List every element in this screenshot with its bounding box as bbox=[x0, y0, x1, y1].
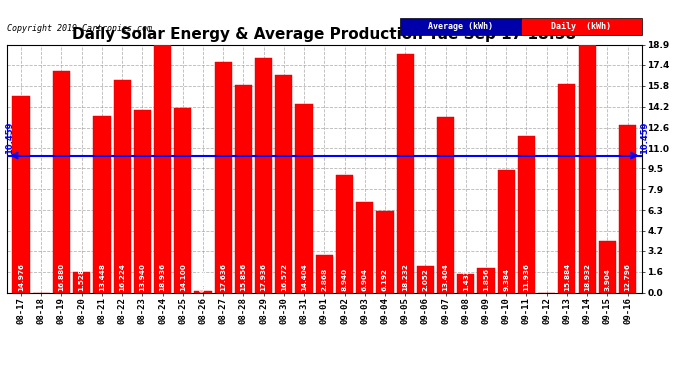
Text: 1.432: 1.432 bbox=[463, 268, 469, 291]
Title: Daily Solar Energy & Average Production Tue Sep 17 18:58: Daily Solar Energy & Average Production … bbox=[72, 27, 576, 42]
Text: 13.404: 13.404 bbox=[442, 264, 448, 291]
Bar bbox=[619, 125, 636, 292]
Text: Daily  (kWh): Daily (kWh) bbox=[551, 22, 611, 31]
Bar bbox=[518, 136, 535, 292]
Text: 0.152: 0.152 bbox=[200, 269, 206, 292]
Bar bbox=[134, 110, 151, 292]
Bar bbox=[73, 273, 90, 292]
Bar bbox=[174, 108, 191, 292]
Text: 16.880: 16.880 bbox=[59, 263, 64, 291]
Bar bbox=[397, 54, 414, 292]
Bar bbox=[93, 116, 110, 292]
Bar bbox=[255, 58, 273, 292]
Text: 1.528: 1.528 bbox=[79, 268, 85, 291]
Bar bbox=[376, 211, 393, 292]
Text: 3.904: 3.904 bbox=[604, 268, 611, 291]
Bar bbox=[497, 170, 515, 292]
Text: 2.868: 2.868 bbox=[322, 268, 327, 291]
Text: 14.404: 14.404 bbox=[301, 264, 307, 291]
Bar bbox=[457, 274, 475, 292]
Text: 6.904: 6.904 bbox=[362, 268, 368, 291]
Text: 14.100: 14.100 bbox=[180, 264, 186, 291]
Text: 15.884: 15.884 bbox=[564, 263, 570, 291]
Text: 11.936: 11.936 bbox=[524, 263, 529, 291]
Text: Average (kWh): Average (kWh) bbox=[428, 22, 493, 31]
Text: 16.572: 16.572 bbox=[281, 263, 287, 291]
Bar bbox=[336, 176, 353, 292]
FancyBboxPatch shape bbox=[400, 18, 521, 35]
Bar bbox=[477, 268, 495, 292]
Text: 17.936: 17.936 bbox=[261, 263, 266, 291]
Text: 18.232: 18.232 bbox=[402, 263, 408, 291]
Text: 17.636: 17.636 bbox=[220, 263, 226, 291]
FancyBboxPatch shape bbox=[521, 18, 642, 35]
Bar bbox=[417, 266, 434, 292]
Text: 8.940: 8.940 bbox=[342, 268, 348, 291]
Bar bbox=[235, 85, 252, 292]
Bar bbox=[437, 117, 454, 292]
Text: 13.448: 13.448 bbox=[99, 263, 105, 291]
Text: Copyright 2019 Cartronics.com: Copyright 2019 Cartronics.com bbox=[7, 24, 152, 33]
Bar bbox=[578, 45, 595, 292]
Bar bbox=[114, 80, 130, 292]
Text: 14.976: 14.976 bbox=[18, 263, 24, 291]
Bar bbox=[295, 104, 313, 292]
Bar bbox=[154, 45, 171, 292]
Text: 13.940: 13.940 bbox=[139, 263, 146, 291]
Bar bbox=[195, 291, 212, 292]
Text: 18.932: 18.932 bbox=[584, 263, 590, 291]
Bar bbox=[316, 255, 333, 292]
Text: 2.052: 2.052 bbox=[422, 268, 428, 291]
Bar bbox=[356, 202, 373, 292]
Text: 6.192: 6.192 bbox=[382, 268, 388, 291]
Text: 9.384: 9.384 bbox=[503, 268, 509, 291]
Text: 15.856: 15.856 bbox=[240, 263, 246, 291]
Text: 18.936: 18.936 bbox=[159, 263, 166, 291]
Text: 10.459: 10.459 bbox=[6, 122, 14, 154]
Bar bbox=[599, 242, 616, 292]
Bar bbox=[558, 84, 575, 292]
Bar bbox=[275, 75, 293, 292]
Bar bbox=[53, 72, 70, 292]
Bar bbox=[12, 96, 30, 292]
Text: 16.224: 16.224 bbox=[119, 263, 125, 291]
Text: 12.796: 12.796 bbox=[624, 263, 631, 291]
Bar bbox=[215, 62, 232, 292]
Text: 10.459: 10.459 bbox=[640, 122, 649, 154]
Text: 1.856: 1.856 bbox=[483, 268, 489, 291]
